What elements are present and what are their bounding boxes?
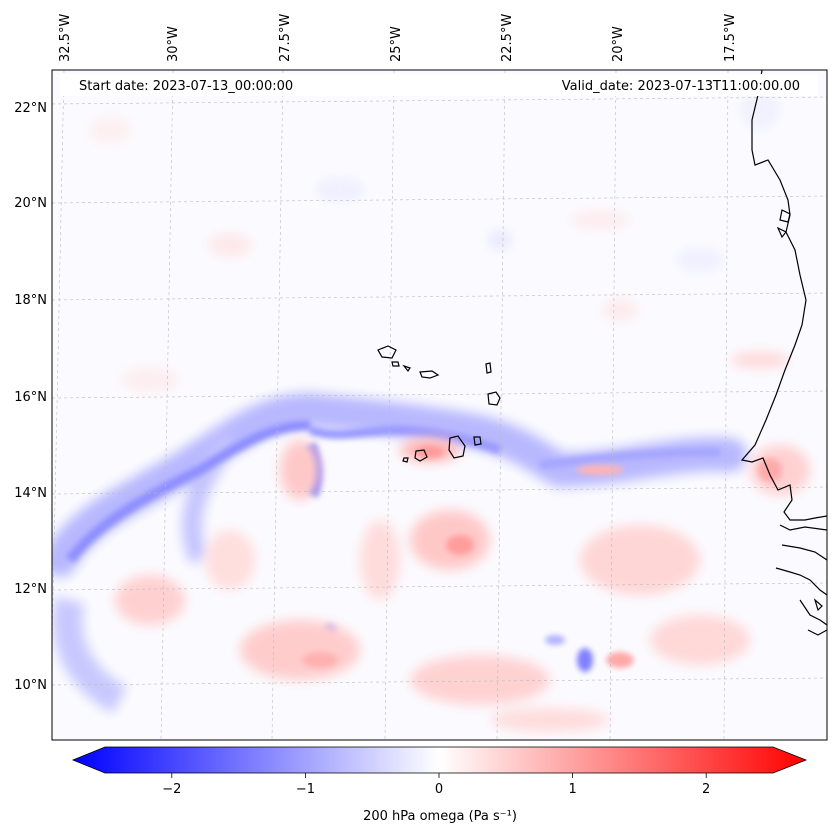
colorbar-bar	[71, 746, 808, 774]
colorbar-tick-label: 2	[702, 782, 710, 797]
colorbar-tick-label: −1	[296, 782, 315, 797]
lon-label: 22.5°W	[500, 14, 515, 62]
lat-label: 22°N	[14, 101, 47, 116]
map-panel: Start date: 2023-07-13_00:00:00 Valid_da…	[51, 69, 828, 741]
colorbar-tick-label: 0	[435, 782, 443, 797]
lat-label: 10°N	[14, 678, 47, 693]
colorbar-tick-label: 1	[568, 782, 576, 797]
lat-label: 12°N	[14, 582, 47, 597]
lat-label: 18°N	[14, 293, 47, 308]
lon-label: 17.5°W	[723, 14, 738, 62]
africa-coastline	[740, 70, 827, 521]
colorbar-label: 200 hPa omega (Pa s⁻¹)	[363, 809, 517, 824]
map-frame	[51, 69, 828, 741]
colorbar-tick-label: −2	[162, 782, 181, 797]
coastlines	[377, 70, 827, 636]
lon-label: 30°W	[166, 26, 181, 62]
lat-label: 20°N	[14, 196, 47, 211]
longitude-labels: 32.5°W 30°W 27.5°W 25°W 22.5°W 20°W 17.5…	[58, 14, 738, 62]
lat-label: 16°N	[14, 390, 47, 405]
lon-label: 25°W	[389, 26, 404, 62]
latitude-labels: 22°N 20°N 18°N 16°N 14°N 12°N 10°N	[14, 101, 47, 693]
omega-field	[52, 90, 810, 732]
colorbar: −2 −1 0 1 2 200 hPa omega (Pa s⁻¹)	[71, 746, 808, 824]
lat-label: 14°N	[14, 486, 47, 501]
cape-verde-islands	[377, 345, 501, 463]
colorbar-ticks: −2 −1 0 1 2	[162, 773, 710, 797]
valid-date-label: Valid_date: 2023-07-13T11:00:00.00	[562, 79, 800, 94]
lon-label: 27.5°W	[278, 14, 293, 62]
lon-label: 32.5°W	[58, 14, 73, 62]
start-date-label: Start date: 2023-07-13_00:00:00	[79, 79, 293, 94]
header-box	[60, 74, 818, 96]
lon-label: 20°W	[611, 26, 626, 62]
